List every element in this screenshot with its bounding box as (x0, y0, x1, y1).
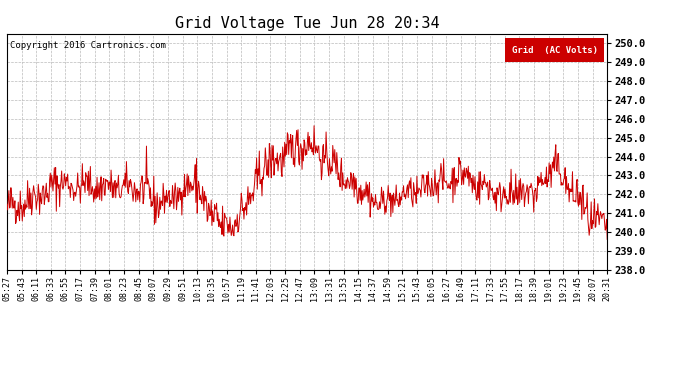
Text: Copyright 2016 Cartronics.com: Copyright 2016 Cartronics.com (10, 41, 166, 50)
Title: Grid Voltage Tue Jun 28 20:34: Grid Voltage Tue Jun 28 20:34 (175, 16, 440, 31)
